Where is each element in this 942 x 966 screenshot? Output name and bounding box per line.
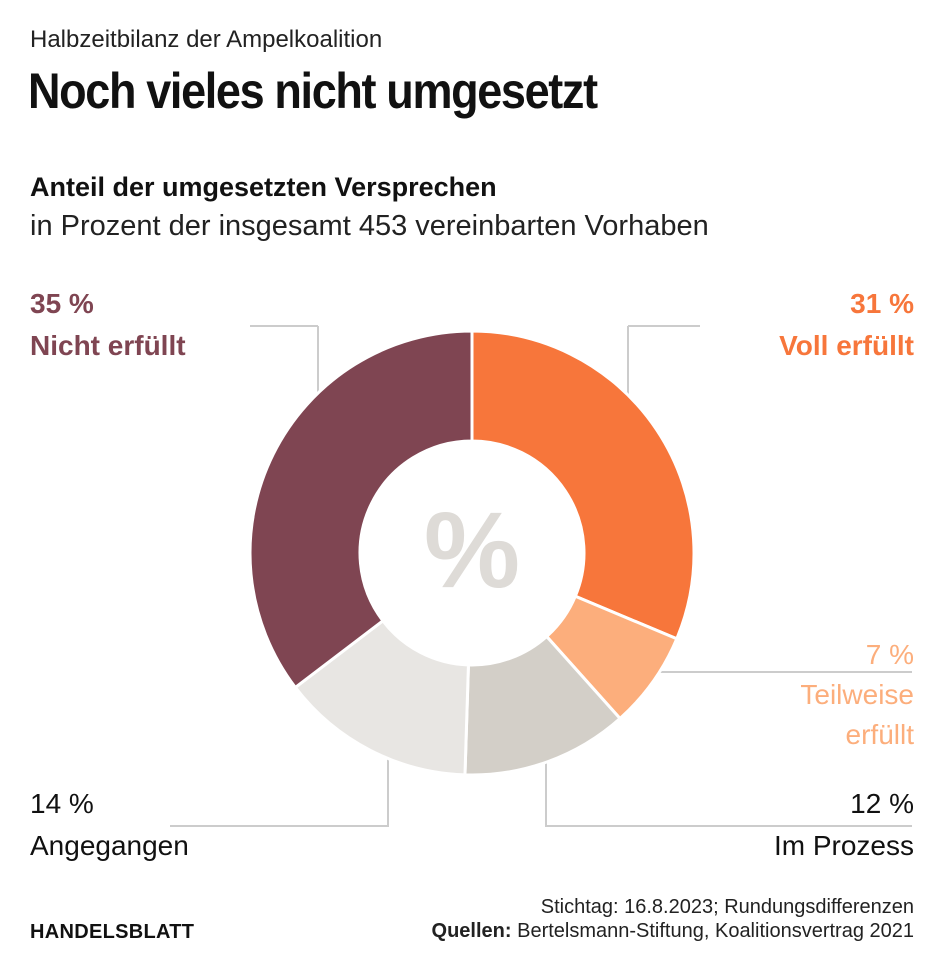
label-voll-value: 31 %	[850, 288, 914, 319]
footer-note: Stichtag: 16.8.2023; Rundungsdifferenzen	[540, 896, 914, 918]
footer-sources: Quellen: Bertelsmann-Stiftung, Koalition…	[432, 920, 914, 943]
label-teilweise-value: 7 %	[865, 639, 914, 670]
slice-voll	[470, 329, 696, 641]
slice-nicht	[248, 329, 474, 690]
label-angegangen-name: Angegangen	[30, 830, 189, 861]
label-nicht-value: 35 %	[30, 288, 94, 319]
donut-slices	[248, 329, 696, 777]
label-prozess-value: 12 %	[850, 788, 914, 819]
label-teilweise-name-line2: erfüllt	[845, 719, 914, 750]
leader-line-angegangen	[170, 755, 389, 827]
label-prozess-name: Im Prozess	[773, 830, 914, 861]
chart-subtitle: in Prozent der insgesamt 453 vereinbarte…	[30, 210, 709, 242]
footer-sources-text: Bertelsmann-Stiftung, Koalitionsvertrag …	[511, 920, 914, 942]
label-angegangen-value: 14 %	[30, 788, 94, 819]
brand-logo: HANDELSBLATT	[30, 921, 195, 943]
center-percent-symbol: %	[424, 489, 520, 610]
headline: Noch vieles nicht umgesetzt	[28, 63, 598, 119]
leader-lines	[170, 325, 912, 827]
footer-sources-label: Quellen:	[431, 920, 512, 942]
label-nicht-name: Nicht erfüllt	[30, 330, 186, 361]
kicker: Halbzeitbilanz der Ampelkoalition	[30, 26, 383, 53]
chart-title: Anteil der umgesetzten Versprechen	[30, 172, 497, 202]
label-teilweise-name-line1: Teilweise	[800, 679, 914, 710]
leader-line-prozess	[545, 755, 912, 827]
label-voll-name: Voll erfüllt	[779, 330, 914, 361]
